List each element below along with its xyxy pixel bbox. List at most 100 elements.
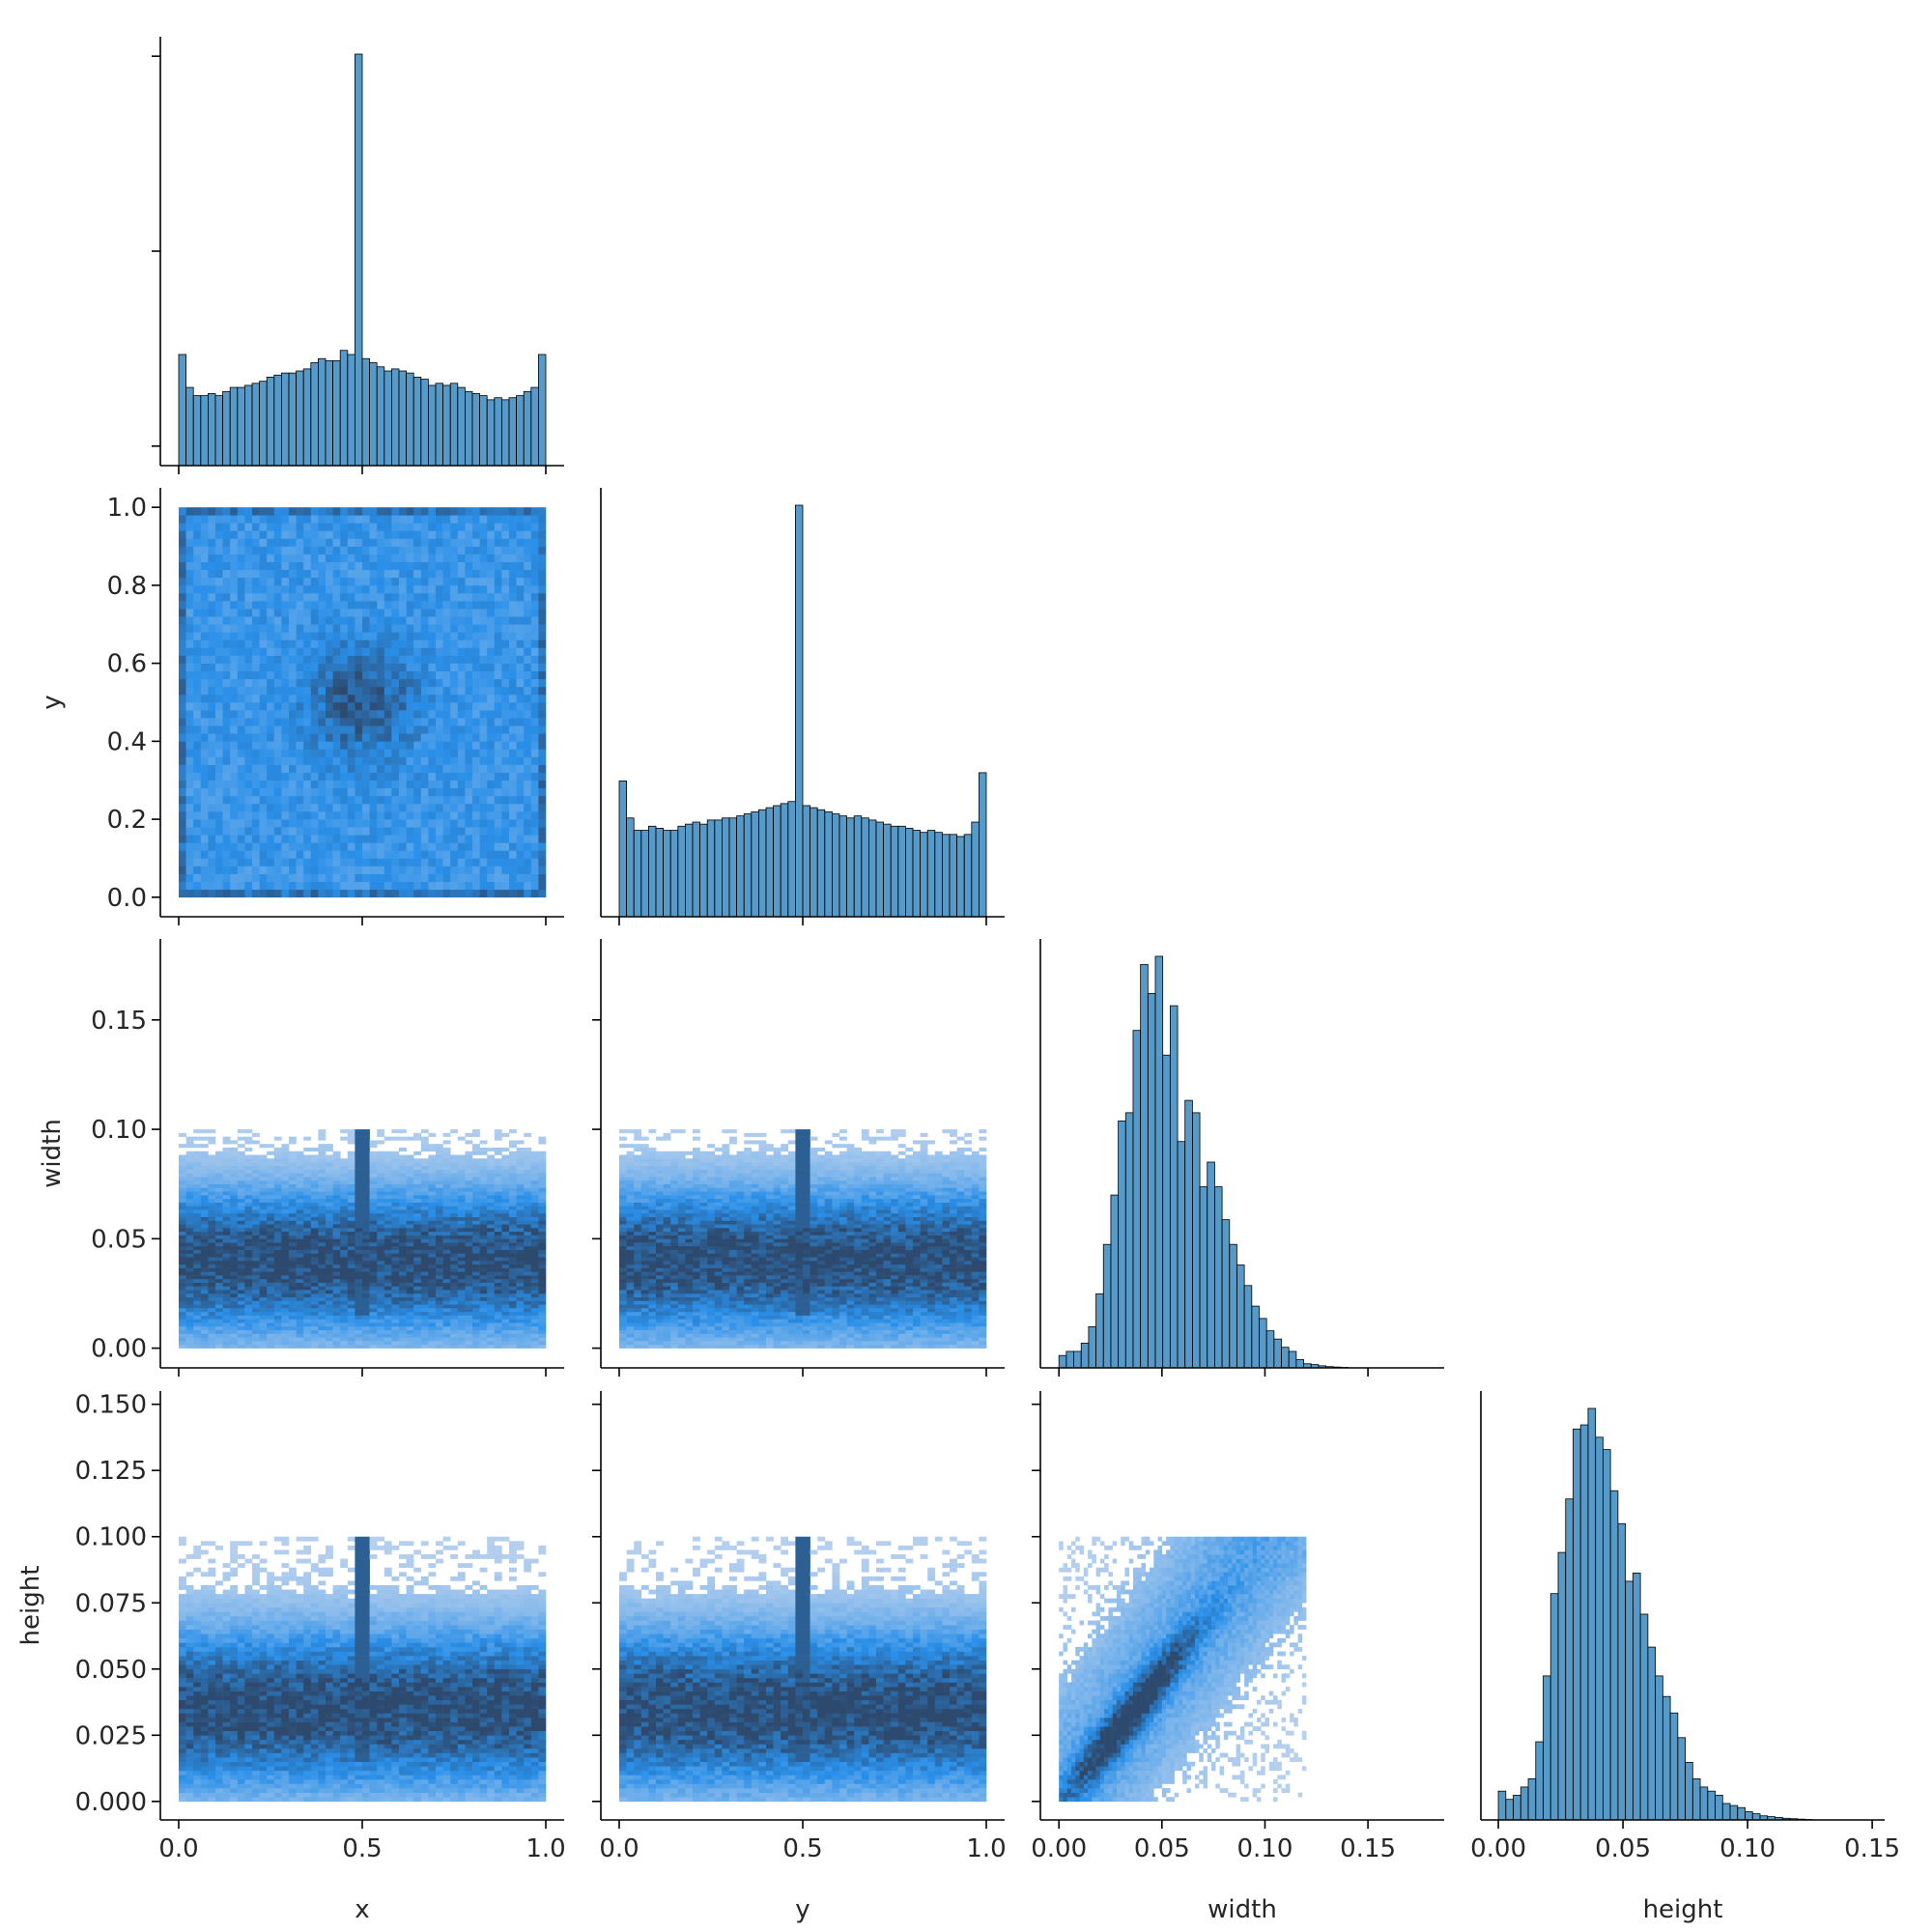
heatmap-cell-width-x [244, 1238, 253, 1243]
heatmap-cell-width-x [391, 1249, 400, 1254]
heatmap-cell-width-x [296, 1202, 304, 1207]
heatmap-cell-y-x [530, 881, 539, 891]
heatmap-cell-y-x [538, 718, 547, 726]
heatmap-cell-y-x [384, 624, 392, 633]
heatmap-cell-y-x [230, 835, 239, 843]
heatmap-cell-y-x [384, 889, 392, 898]
heatmap-cell-width-x [362, 1267, 370, 1272]
heatmap-cell-y-x [326, 647, 333, 656]
heatmap-cell-y-x [501, 546, 510, 554]
heatmap-cell-y-x [406, 569, 414, 579]
heatmap-cell-y-x [442, 592, 451, 602]
heatmap-cell-width-x [318, 1282, 327, 1287]
heatmap-cell-width-x [289, 1216, 297, 1221]
heatmap-cell-y-x [509, 530, 517, 539]
heatmap-cell-y-x [479, 881, 488, 891]
hist-bar-y [971, 821, 980, 918]
heatmap-cell-width-x [413, 1249, 422, 1254]
heatmap-cell-width-x [428, 1132, 437, 1137]
heatmap-cell-width-x [450, 1322, 459, 1327]
heatmap-cell-y-x [501, 749, 510, 757]
heatmap-cell-width-x [222, 1147, 231, 1152]
heatmap-cell-y-x [494, 632, 502, 640]
heatmap-cell-y-x [450, 538, 459, 547]
heatmap-cell-y-x [472, 561, 480, 571]
heatmap-cell-y-x [193, 609, 202, 617]
heatmap-cell-y-x [310, 647, 319, 656]
heatmap-cell-width-x [406, 1319, 414, 1323]
heatmap-cell-y-x [179, 803, 186, 812]
heatmap-cell-width-x [347, 1344, 355, 1349]
heatmap-cell-y-x [237, 584, 245, 594]
heatmap-cell-y-x [524, 639, 532, 648]
heatmap-cell-width-x [465, 1216, 473, 1221]
heatmap-cell-width-x [267, 1177, 275, 1181]
heatmap-cell-width-x [215, 1249, 223, 1254]
heatmap-cell-width-x [267, 1235, 275, 1239]
heatmap-cell-y-x [399, 835, 407, 843]
hist-bar-y [787, 801, 796, 918]
heatmap-cell-width-x [230, 1296, 239, 1301]
heatmap-cell-y-x [538, 756, 547, 765]
heatmap-cell-y-x [193, 835, 202, 843]
heatmap-cell-width-x [200, 1165, 209, 1170]
heatmap-cell-y-x [377, 780, 385, 789]
heatmap-cell-width-x [457, 1242, 466, 1247]
heatmap-cell-width-x [428, 1206, 437, 1210]
heatmap-cell-width-x [332, 1267, 341, 1272]
heatmap-cell-width-x [391, 1154, 400, 1159]
heatmap-cell-width-x [267, 1278, 275, 1283]
heatmap-cell-y-x [193, 866, 202, 874]
heatmap-cell-width-x [472, 1308, 480, 1313]
hist-bar-y [722, 817, 730, 918]
heatmap-cell-y-x [200, 609, 209, 617]
heatmap-cell-width-x [310, 1206, 319, 1210]
heatmap-cell-y-x [281, 670, 290, 680]
heatmap-cell-width-x [185, 1264, 194, 1268]
heatmap-cell-width-x [406, 1206, 414, 1210]
heatmap-cell-y-x [538, 780, 547, 789]
heatmap-cell-y-x [384, 632, 392, 640]
heatmap-cell-y-x [399, 584, 407, 594]
heatmap-cell-y-x [457, 803, 466, 812]
heatmap-cell-y-x [259, 609, 268, 617]
heatmap-cell-width-x [244, 1165, 253, 1170]
heatmap-cell-width-x [355, 1238, 363, 1243]
heatmap-cell-y-x [436, 694, 443, 703]
heatmap-cell-y-x [347, 592, 355, 602]
heatmap-cell-y-x [237, 764, 245, 773]
heatmap-cell-y-x [355, 601, 363, 610]
heatmap-cell-y-x [494, 609, 502, 617]
heatmap-cell-y-x [420, 678, 429, 688]
heatmap-cell-y-x [442, 733, 451, 742]
heatmap-cell-width-x [273, 1183, 282, 1188]
heatmap-cell-width-x [406, 1337, 414, 1342]
heatmap-cell-y-x [465, 632, 473, 640]
heatmap-cell-y-x [215, 795, 223, 805]
heatmap-cell-width-x [185, 1151, 194, 1155]
heatmap-cell-y-x [289, 780, 297, 789]
heatmap-cell-width-x [340, 1290, 349, 1294]
heatmap-cell-width-x [457, 1341, 466, 1346]
heatmap-cell-width-x [436, 1296, 443, 1301]
heatmap-cell-y-x [332, 655, 341, 664]
heatmap-cell-y-x [222, 795, 231, 805]
heatmap-cell-y-x [487, 632, 496, 640]
heatmap-cell-width-x [244, 1293, 253, 1298]
heatmap-cell-y-x [318, 507, 327, 516]
heatmap-cell-y-x [355, 561, 363, 571]
heatmap-cell-width-x [200, 1333, 209, 1338]
heatmap-cell-y-x [369, 592, 378, 602]
heatmap-cell-width-x [399, 1282, 407, 1287]
heatmap-cell-width-x [420, 1136, 429, 1141]
heatmap-cell-y-x [436, 609, 443, 617]
heatmap-cell-width-x [450, 1212, 459, 1217]
heatmap-cell-width-x [413, 1169, 422, 1174]
heatmap-cell-width-x [399, 1271, 407, 1276]
heatmap-cell-width-x [179, 1319, 186, 1323]
heatmap-cell-y-x [289, 733, 297, 742]
heatmap-cell-y-x [479, 741, 488, 750]
heatmap-cell-y-x [179, 756, 186, 765]
heatmap-cell-width-x [252, 1195, 260, 1200]
heatmap-cell-y-x [530, 803, 539, 812]
